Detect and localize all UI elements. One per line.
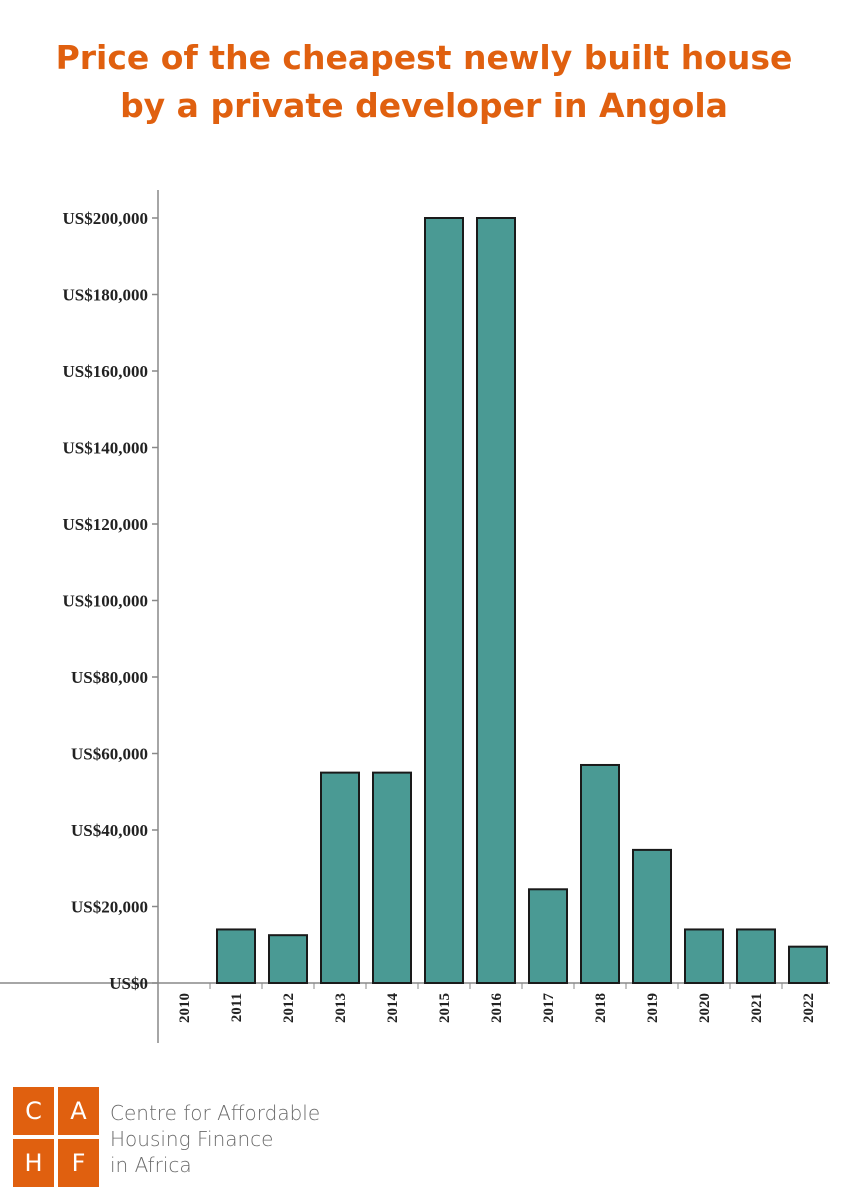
y-tick-label-8: US$160,000 (63, 362, 148, 381)
bar-2022 (788, 945, 828, 984)
x-tick-label-2010: 2010 (177, 993, 193, 1023)
logo-letter-a: A (58, 1087, 99, 1135)
bar-chart: US$0 US$20,000 US$40,000 US$60,000 US$80,000… (0, 190, 830, 1043)
x-tick-label-2013: 2013 (333, 993, 349, 1023)
x-tick-label-2016: 2016 (489, 993, 505, 1024)
bar-2021 (736, 928, 776, 985)
bar-2012 (268, 934, 308, 984)
y-tick-label-3: US$60,000 (71, 745, 148, 764)
bar-2011 (216, 928, 256, 985)
bar-2017 (528, 888, 568, 984)
x-tick-label-2015: 2015 (437, 993, 453, 1023)
bar-2020 (684, 928, 724, 985)
y-tick-label-0: US$0 (109, 974, 148, 993)
x-tick-label-2022: 2022 (801, 993, 817, 1023)
y-tick-label-9: US$180,000 (63, 286, 148, 305)
bar-2016 (476, 217, 516, 984)
bar-2014 (372, 771, 412, 984)
x-tick-label-2012: 2012 (281, 993, 297, 1023)
bar-2013 (320, 771, 360, 984)
x-tick-label-2014: 2014 (385, 993, 401, 1024)
x-tick-label-2019: 2019 (645, 993, 661, 1023)
organization-name-line-1: Centre for Affordable (110, 1101, 321, 1125)
y-tick-label-6: US$120,000 (63, 515, 148, 534)
x-tick-label-2017: 2017 (541, 993, 557, 1024)
chart-title-line-2: by a private developer in Angola (120, 86, 728, 125)
x-tick-label-2018: 2018 (593, 993, 609, 1023)
x-tick-label-2021: 2021 (749, 993, 765, 1023)
organization-name: Centre for Affordable Housing Finance in… (110, 1100, 320, 1178)
chart-title-line-1: Price of the cheapest newly built house (55, 38, 793, 77)
logo-letter-h: H (13, 1139, 54, 1187)
y-tick-label-10: US$200,000 (63, 209, 148, 228)
y-tick-label-5: US$100,000 (63, 592, 148, 611)
chart-title: Price of the cheapest newly built house … (0, 34, 848, 130)
logo-letter-c: C (13, 1087, 54, 1135)
x-tick-label-2020: 2020 (697, 993, 713, 1023)
cahf-logo: C A H F (13, 1087, 99, 1187)
logo-letter-f: F (58, 1139, 99, 1187)
x-tick-label-2011: 2011 (229, 993, 245, 1022)
bar-2018 (580, 763, 620, 984)
y-tick-label-7: US$140,000 (63, 439, 148, 458)
bar-2015 (424, 217, 464, 984)
organization-name-line-2: Housing Finance (110, 1127, 274, 1151)
y-tick-label-1: US$20,000 (71, 898, 148, 917)
bar-2019 (632, 848, 672, 985)
organization-name-line-3: in Africa (110, 1153, 192, 1177)
y-tick-label-4: US$80,000 (71, 668, 148, 687)
y-tick-label-2: US$40,000 (71, 821, 148, 840)
